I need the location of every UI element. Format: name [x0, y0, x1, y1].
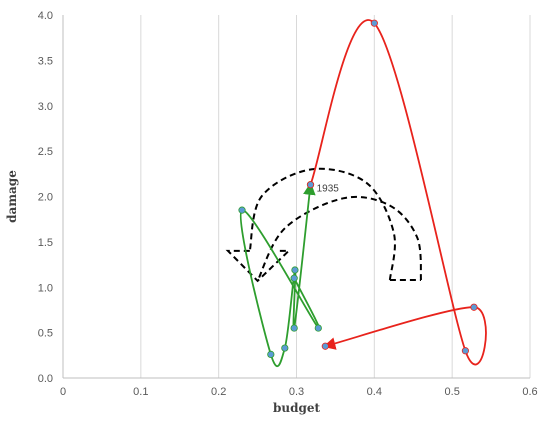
x-tick-label: 0.2	[211, 386, 226, 398]
x-tick-label: 0.1	[133, 386, 148, 398]
series-line	[309, 19, 487, 366]
dashed-arrow-head	[225, 249, 292, 283]
dashed-arrow-inner-edge	[256, 195, 422, 282]
y-tick-label: 1.0	[38, 282, 53, 294]
dashed-arrow-outer-edge	[248, 167, 396, 281]
y-tick-label: 3.0	[38, 101, 53, 113]
x-axis-title: budget	[273, 401, 321, 415]
tick-labels: 0 0.1 0.2 0.3 0.4 0.5 0.6 0.0 0.5 1.0 1.5 2.0 2.5 3.0…	[38, 10, 538, 398]
x-tick-label: 0	[60, 386, 66, 398]
x-tick-label: 0.5	[445, 386, 460, 398]
data-point	[321, 342, 329, 350]
data-point	[290, 324, 298, 332]
year-annotation: 1935	[317, 183, 340, 194]
x-tick-label: 0.6	[522, 386, 537, 398]
data-point	[290, 274, 298, 282]
data-point	[370, 19, 378, 27]
y-tick-label: 3.5	[38, 55, 53, 67]
data-point	[291, 266, 299, 274]
y-tick-label: 1.5	[38, 237, 53, 249]
y-tick-label: 0.5	[38, 328, 53, 340]
data-point	[267, 350, 275, 359]
x-tick-label: 0.4	[367, 386, 382, 398]
dashed-arrow	[225, 167, 422, 283]
data-point	[281, 344, 289, 352]
y-tick-label: 2.5	[38, 146, 53, 158]
data-point	[470, 303, 478, 311]
y-axis-title: damage	[5, 170, 19, 223]
data-points	[238, 19, 478, 359]
y-tick-label: 4.0	[38, 10, 53, 22]
data-point	[314, 324, 322, 332]
axes	[62, 15, 530, 379]
data-point	[461, 347, 469, 355]
y-tick-label: 2.0	[38, 192, 53, 204]
y-tick-label: 0.0	[38, 373, 53, 385]
gridlines	[140, 15, 531, 378]
data-point	[238, 206, 246, 214]
data-point	[306, 181, 315, 189]
x-tick-label: 0.3	[289, 386, 304, 398]
